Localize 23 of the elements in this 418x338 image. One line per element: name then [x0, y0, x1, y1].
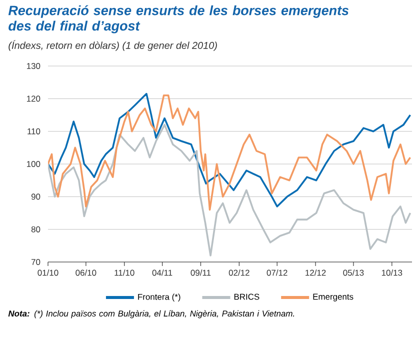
y-tick-label: 120 [26, 96, 40, 102]
x-tick-label: 01/10 [38, 270, 58, 276]
legend-label: Frontera (*) [138, 294, 180, 302]
chart-title: Recuperació sense ensurts de les borses emergents des del final d’agost [8, 5, 349, 34]
y-tick-label: 130 [26, 63, 40, 70]
x-tick-label: 02/12 [228, 270, 250, 276]
x-tick-label: 11/10 [114, 270, 134, 276]
legend-label: Emergents [313, 294, 354, 302]
x-tick-label: 10/13 [382, 270, 402, 276]
y-tick-label: 80 [31, 226, 40, 232]
x-tick-label: 12/12 [306, 270, 326, 276]
x-tick-label: 04/11 [152, 270, 172, 276]
y-tick-label: 90 [31, 194, 40, 200]
y-tick-label: 70 [32, 259, 40, 265]
x-tick-label: 09/11 [190, 270, 211, 276]
x-tick-label: 07/12 [266, 270, 288, 276]
text: Nota: (*) Inclou països com Bulgària, el Líban, Nigèria, Pakistan i Vietnam. [8, 310, 294, 318]
x-tick-label: 06/10 [76, 270, 96, 276]
legend-label: BRICS [234, 294, 260, 300]
chart-subtitle: (Índexs, retorn en dòlars) (1 de gener del 2010) [8, 40, 217, 51]
x-tick-label: 05/13 [343, 270, 364, 276]
y-tick-label: 100 [26, 161, 40, 168]
y-tick-label: 110 [28, 128, 40, 134]
